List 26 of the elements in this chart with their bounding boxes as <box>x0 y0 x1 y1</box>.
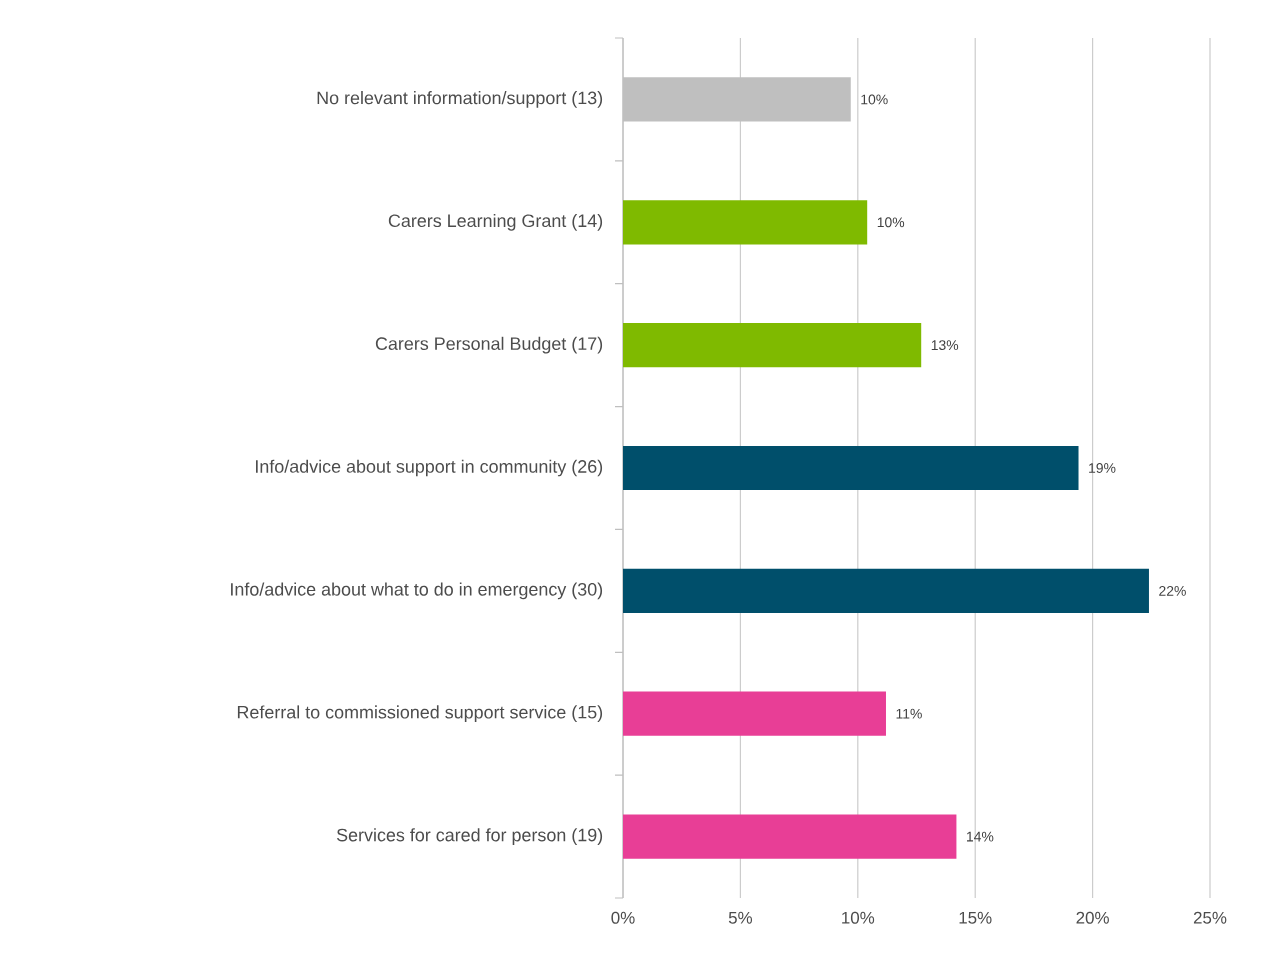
bar <box>623 323 922 368</box>
x-tick-label: 5% <box>728 911 753 924</box>
y-tick-label: Info/advice about what to do in emergency (30) <box>231 582 603 600</box>
y-tick-label: Carers Learning Grant (14) <box>388 213 603 231</box>
y-tick-label: Services for cared for person (19) <box>336 828 603 845</box>
x-tick-label: 15% <box>959 911 992 924</box>
data-label: 14% <box>967 831 994 842</box>
data-label: 22% <box>1159 585 1186 596</box>
data-label: 11% <box>896 708 922 719</box>
data-label: 19% <box>1089 463 1116 473</box>
bar <box>623 445 1079 491</box>
x-tick-label: 0% <box>611 911 635 924</box>
x-tick-label: 25% <box>1193 911 1227 924</box>
data-label: 10% <box>877 217 905 228</box>
x-tick-label: 20% <box>1076 911 1109 924</box>
y-tick-label: Referral to commissioned support service (15) <box>237 705 603 723</box>
bar <box>623 814 957 859</box>
bar <box>623 568 1149 613</box>
y-tick-label: Carers Personal Budget (17) <box>375 336 603 354</box>
x-tick-label: 10% <box>842 911 875 924</box>
bar <box>623 691 886 736</box>
y-tick-label: Info/advice about support in community (26) <box>256 459 603 477</box>
data-label: 13% <box>931 340 959 351</box>
bar <box>623 200 868 245</box>
y-tick-label: No relevant information/support (13) <box>317 91 603 108</box>
data-label: 10% <box>861 94 888 105</box>
